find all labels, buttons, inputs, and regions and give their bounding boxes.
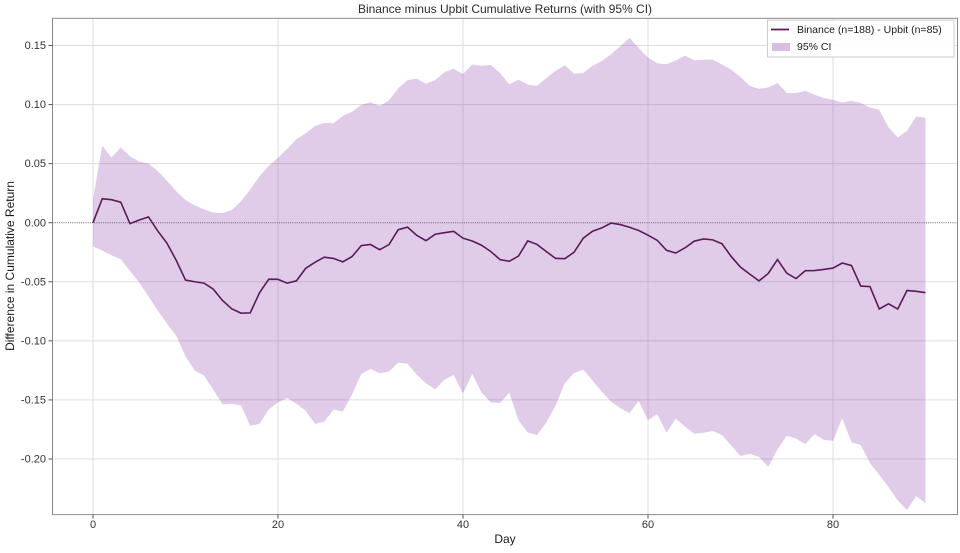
svg-text:0.05: 0.05 [25,158,46,170]
svg-text:-0.10: -0.10 [21,336,46,348]
svg-text:80: 80 [827,519,839,531]
svg-text:-0.20: -0.20 [21,454,46,466]
svg-text:20: 20 [272,519,284,531]
svg-text:0.15: 0.15 [25,40,46,52]
svg-text:0: 0 [90,519,96,531]
svg-text:Binance (n=188) - Upbit (n=85): Binance (n=188) - Upbit (n=85) [797,24,942,36]
svg-text:-0.15: -0.15 [21,395,46,407]
svg-text:0.00: 0.00 [25,218,46,230]
svg-text:Difference in Cumulative Retur: Difference in Cumulative Return [3,181,17,351]
svg-text:60: 60 [642,519,654,531]
svg-text:40: 40 [457,519,469,531]
svg-text:-0.05: -0.05 [21,277,46,289]
svg-text:95% CI: 95% CI [797,41,831,53]
svg-text:Day: Day [494,532,515,546]
svg-text:0.10: 0.10 [25,99,46,111]
